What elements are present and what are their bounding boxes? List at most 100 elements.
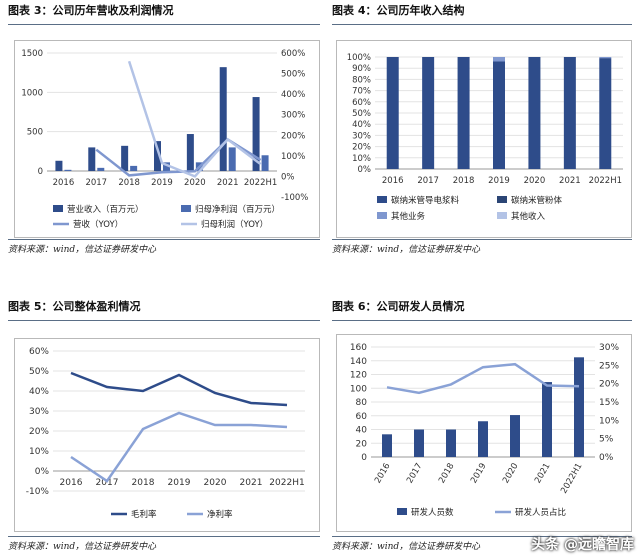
title-rule (332, 24, 632, 25)
chart-frame: 0% 10% 20% 30% 40% 50% 60% 70% 80% 90% 100% 2016 201… (336, 40, 632, 238)
chart-frame: -10% 0% 10% 20% 30% 40% 50% 60% 2016 2017 2018 2019… (14, 338, 320, 532)
y-tick-label: 40% (352, 120, 371, 130)
source-note: 资料来源：wind，信达证券研发中心 (332, 245, 481, 255)
bar (97, 167, 105, 171)
bar (55, 160, 63, 171)
y-tick-label: 140 (350, 357, 367, 367)
bar (382, 434, 392, 457)
x-tick-label: 2020 (204, 478, 227, 488)
y2-tick-label: 30% (599, 343, 619, 353)
revenue-profit-chart: 0 500 1000 1500 -100% 0% 100% 200% 300% 400% 500% 6… (21, 49, 308, 230)
x-tick-label: 2016 (382, 176, 404, 186)
bar (130, 165, 138, 171)
y-tick-label: 1500 (21, 49, 43, 59)
panel-rd-staff: 图表 6：公司研发人员情况 0 20 40 60 80 100 120 140 160 0% 5% 1… (332, 296, 634, 560)
series-line (127, 60, 262, 178)
legend-label: 净利率 (207, 509, 233, 520)
legend-label: 归母利润（YOY） (201, 219, 268, 230)
x-tick-label: 2016 (60, 478, 83, 488)
bar (574, 357, 584, 457)
y-tick-label: 50% (352, 109, 371, 119)
bar (163, 162, 170, 171)
legend-swatch (181, 205, 191, 212)
x-tick-label: 2021 (240, 478, 263, 488)
y2-tick-label: 0% (281, 172, 295, 182)
legend-swatch (377, 212, 387, 219)
series-line (386, 362, 580, 395)
x-tick-label: 2019 (488, 176, 510, 186)
legend-label: 毛利率 (131, 509, 157, 520)
legend-label: 营业收入（百万元） (67, 204, 144, 215)
legend-swatch (377, 196, 387, 203)
bar (121, 145, 129, 171)
y-tick-label: 160 (350, 343, 367, 353)
legend-swatch (397, 508, 407, 515)
stacked-bar-segment (493, 57, 505, 62)
y-tick-label: 100% (347, 53, 371, 63)
y-tick-label: 40% (29, 387, 49, 397)
chart-title: 图表 4：公司历年收入结构 (332, 4, 465, 17)
x-tick-label: 2022H1 (589, 176, 622, 186)
y-tick-label: 0% (35, 467, 50, 477)
y-tick-label: 0 (361, 453, 367, 463)
y2-tick-label: 500% (281, 70, 305, 80)
legend-label: 其他收入 (511, 211, 546, 222)
source-rule (8, 536, 320, 537)
stacked-bar-segment (563, 57, 576, 169)
legend-swatch (497, 212, 507, 219)
y-tick-label: 80 (356, 398, 368, 408)
legend-label: 碳纳米管粉体 (511, 195, 563, 206)
y-tick-label: 500 (27, 128, 43, 138)
stacked-bar-segment (599, 57, 612, 59)
bar (414, 429, 424, 457)
bar (542, 382, 552, 457)
legend-swatch (497, 196, 507, 203)
y-tick-label: 1000 (21, 88, 43, 98)
bar (154, 141, 161, 171)
x-tick-label: 2017 (96, 478, 119, 488)
y-tick-label: 60 (356, 412, 368, 422)
y-tick-label: 10% (352, 154, 371, 164)
y-tick-label: 0 (38, 167, 43, 177)
y-tick-label: 20% (29, 427, 49, 437)
source-note: 资料来源：wind，信达证券研发中心 (8, 542, 157, 552)
y-tick-label: 20 (356, 439, 368, 449)
y-tick-label: 90% (352, 64, 371, 74)
x-tick-label: 2021 (559, 176, 581, 186)
x-tick-label: 2019 (151, 178, 173, 188)
bar (478, 421, 488, 457)
y-tick-label: 100 (350, 384, 367, 394)
title-rule (8, 320, 320, 321)
y-tick-label: 60% (352, 98, 371, 108)
x-tick-label: 2022H1 (244, 178, 277, 188)
title-rule (332, 320, 632, 321)
legend-label: 研发人员占比 (515, 507, 566, 518)
bar (252, 97, 260, 171)
x-tick-label: 2021 (217, 178, 239, 188)
legend-label: 其他业务 (391, 211, 426, 222)
panel-revenue-structure: 图表 4：公司历年收入结构 0% 10% 20% 30% 40% 50% 60% 70% 80%… (332, 0, 634, 265)
x-tick-label: 2018 (437, 462, 456, 486)
profitability-chart: -10% 0% 10% 20% 30% 40% 50% 60% 2016 2017 2018 2019… (26, 347, 305, 520)
y2-tick-label: 20% (599, 380, 619, 390)
x-tick-label: 2017 (405, 462, 424, 486)
legend-label: 研发人员数 (411, 507, 454, 518)
stacked-bar-segment (528, 57, 541, 169)
panel-revenue-profit: 图表 3：公司历年营收及利润情况 0 500 1000 1500 -100% 0% 100%… (8, 0, 324, 265)
y-tick-label: 30% (29, 407, 49, 417)
legend-label: 碳纳米管导电浆料 (391, 195, 460, 206)
bar (228, 147, 236, 171)
x-tick-label: 2021 (533, 462, 552, 486)
legend-label: 营收（YOY） (73, 219, 123, 230)
rd-staff-chart: 0 20 40 60 80 100 120 140 160 0% 5% 10% 15% 20% 25% 30%… (350, 343, 620, 518)
y-tick-label: 120 (350, 371, 367, 381)
panel-profitability: 图表 5：公司整体盈利情况 -10% 0% 10% 20% 30% 40% 50% 60% 20… (8, 296, 324, 560)
bar (186, 134, 194, 171)
chart-title: 图表 3：公司历年营收及利润情况 (8, 4, 174, 17)
y-tick-label: 60% (29, 347, 49, 357)
stacked-bar-segment (493, 61, 505, 170)
series-line (70, 411, 288, 483)
y-tick-label: 30% (352, 131, 371, 141)
y-tick-label: 20% (352, 143, 371, 153)
bar (446, 429, 456, 457)
